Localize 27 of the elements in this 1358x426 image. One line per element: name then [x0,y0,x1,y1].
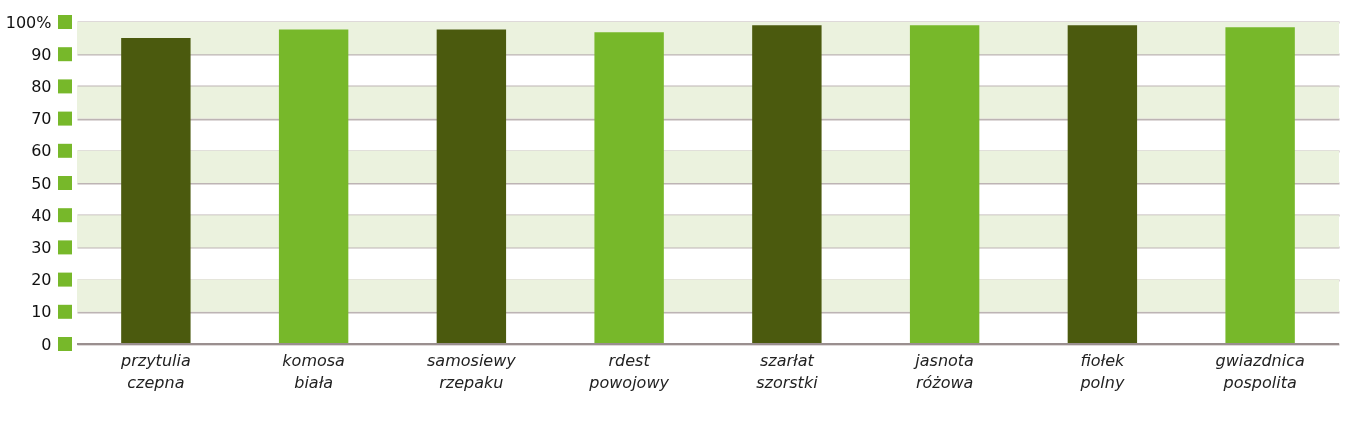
x-tick-label: samosiewy rzepaku [427,350,517,392]
y-tick-label: 30 [31,237,52,257]
y-tick-label: 80 [31,76,52,96]
x-tick-label: przytulia czepna [120,350,191,392]
x-tick-label: gwiazdnica pospolita [1215,350,1305,392]
y-tick-label: 50 [31,173,52,193]
x-tick-label: fiołek polny [1079,350,1126,392]
bar [1225,27,1295,344]
y-tick-label: 60 [31,141,52,161]
x-tick-label: szarłat szorstki [756,350,819,392]
y-tick-label: 10 [31,302,52,322]
y-tick-label: 0 [41,334,52,354]
y-tick-label: 90 [31,44,52,64]
x-tick-label: jasnota różowa [913,350,974,392]
bar [752,25,822,344]
y-tick-label: 70 [31,109,52,129]
bar [1067,25,1138,344]
bar [594,32,664,344]
y-tick-label: 20 [31,270,52,290]
bar [436,29,507,344]
bar [909,25,980,344]
bar [278,29,349,344]
bar [121,38,191,344]
x-tick-label: komosa biała [282,350,345,392]
y-tick-label: 40 [31,205,52,225]
x-tick-label: rdest powojowy [588,350,670,392]
y-tick-label: 100% [5,12,52,32]
